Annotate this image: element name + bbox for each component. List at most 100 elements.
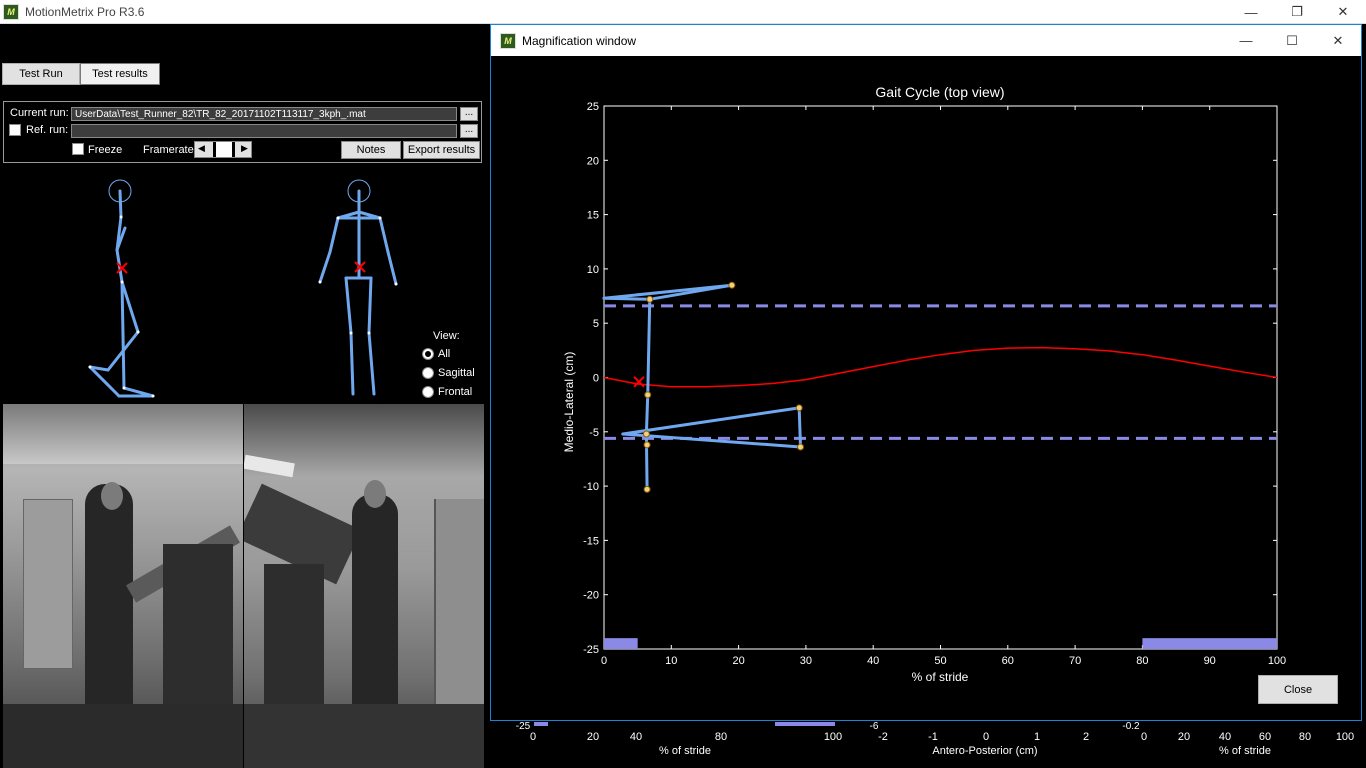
tick-label: -2 (878, 731, 888, 743)
restore-button[interactable]: ❐ (1291, 4, 1303, 19)
minimize-button[interactable]: — (1244, 4, 1258, 20)
middle-chart-xlabel: Antero-Posterior (cm) (932, 745, 1038, 757)
tick-label: 20 (1177, 731, 1191, 743)
current-run-field[interactable]: UserData\Test_Runner_82\TR_82_20171102T1… (71, 107, 457, 121)
skeleton-segment (797, 406, 803, 449)
browse-current-run-button[interactable]: ... (460, 107, 478, 121)
center-of-mass-marker (116, 261, 366, 274)
stance-bar (1142, 638, 1277, 649)
y-tick-label: -10 (583, 481, 599, 493)
y-tick-label: 20 (587, 155, 599, 167)
freeze-checkbox[interactable] (72, 143, 84, 155)
tick-label: 20 (586, 731, 600, 743)
skeleton-joint (797, 443, 805, 451)
y-tick-label: -25 (583, 644, 599, 656)
notes-button[interactable]: Notes (341, 141, 401, 159)
skeleton-joint (646, 295, 654, 303)
camera-view-sagittal (3, 404, 243, 768)
tick-label: 0 (982, 731, 990, 743)
x-tick-label: 40 (867, 655, 879, 667)
tick-label: 60 (1258, 731, 1272, 743)
minimize-button[interactable]: — (1239, 33, 1253, 48)
x-tick-label: 0 (601, 655, 607, 667)
x-tick-label: 10 (665, 655, 677, 667)
center-of-mass-trajectory (603, 346, 1278, 388)
view-radio-sagittal[interactable] (422, 367, 434, 379)
slider-left-arrow-icon[interactable]: ◀ (198, 143, 205, 153)
close-button[interactable]: ✕ (1337, 4, 1349, 19)
chart-title: Gait Cycle (top view) (875, 84, 1004, 100)
skeleton-joint (644, 391, 652, 399)
skeleton-joint (642, 430, 650, 438)
tab-test-results[interactable]: Test results (80, 63, 160, 85)
skeleton-joint (643, 441, 651, 449)
right-chart-y-fragment: -0.2 (1122, 721, 1140, 732)
x-tick-label: 30 (800, 655, 812, 667)
skeleton-segment (646, 297, 652, 397)
tick-label: 40 (629, 731, 643, 743)
view-option-all: All (438, 348, 451, 360)
y-tick-label: 25 (587, 101, 599, 113)
tick-label: 2 (1082, 731, 1090, 743)
close-magnification-button[interactable]: Close (1258, 675, 1338, 704)
left-chart-xlabel: % of stride (659, 745, 711, 757)
x-tick-label: 100 (1268, 655, 1286, 667)
middle-chart-y-fragment: -6 (869, 721, 879, 732)
framerate-label: Framerate (143, 144, 194, 156)
tick-label: 0 (1140, 731, 1148, 743)
slider-thumb[interactable] (213, 142, 235, 157)
tick-label: 0 (529, 731, 537, 743)
close-button[interactable]: ✕ (1332, 32, 1344, 48)
view-option-frontal: Frontal (438, 386, 473, 398)
y-tick-label: -20 (583, 590, 599, 602)
ref-run-checkbox[interactable] (9, 124, 21, 136)
skeleton-segment (621, 406, 801, 436)
current-position-marker (633, 376, 645, 388)
skeleton-segment (602, 283, 734, 300)
ref-run-label: Ref. run: (26, 124, 69, 136)
x-tick-label: 60 (1002, 655, 1014, 667)
view-label: View: (433, 330, 460, 342)
framerate-slider[interactable]: ◀ ▶ (194, 141, 252, 158)
skeleton-figures (88, 179, 398, 398)
x-axis-label: % of stride (912, 670, 969, 684)
frontal-skeleton (318, 179, 398, 396)
y-tick-label: -15 (583, 535, 599, 547)
tick-label: 40 (1218, 731, 1232, 743)
person-silhouette (85, 484, 133, 714)
x-tick-label: 70 (1069, 655, 1081, 667)
tick-label: -1 (928, 731, 938, 743)
current-run-label: Current run: (10, 107, 69, 119)
view-option-sagittal: Sagittal (438, 367, 475, 379)
skeleton-joint (795, 404, 803, 412)
y-tick-label: 5 (593, 318, 599, 330)
view-radio-frontal[interactable] (422, 386, 434, 398)
tick-label: 80 (1298, 731, 1312, 743)
skeleton-joint (728, 281, 736, 289)
sagittal-skeleton (88, 179, 155, 398)
maximize-button[interactable]: ☐ (1286, 32, 1298, 48)
view-radio-all[interactable] (422, 348, 434, 360)
tick-label: 100 (1335, 731, 1355, 743)
export-results-button[interactable]: Export results (403, 141, 480, 159)
browse-ref-run-button[interactable]: ... (460, 124, 478, 138)
x-tick-label: 90 (1204, 655, 1216, 667)
y-tick-label: 10 (587, 264, 599, 276)
slider-right-arrow-icon[interactable]: ▶ (241, 143, 248, 153)
y-tick-label: 15 (587, 210, 599, 222)
person-silhouette (352, 494, 398, 734)
app-logo-icon: M (3, 3, 19, 20)
tab-test-run[interactable]: Test Run (2, 63, 80, 85)
background-charts-strip: -25 0 20 40 80 100 % of stride -6 -2 -1 … (490, 721, 1366, 768)
skeleton-segment (621, 432, 803, 449)
run-panel: Current run: UserData\Test_Runner_82\TR_… (3, 101, 482, 163)
magnification-window: M Magnification window — ☐ ✕ Gait Cycle … (490, 24, 1362, 721)
skeleton-joint (643, 485, 651, 493)
tick-label: 80 (714, 731, 728, 743)
app-logo-icon: M (500, 32, 516, 49)
magnification-title: Magnification window (522, 33, 637, 48)
y-axis-label: Medio-Lateral (cm) (562, 352, 576, 453)
right-chart-xlabel: % of stride (1219, 745, 1271, 757)
main-titlebar: M MotionMetrix Pro R3.6 — ❐ ✕ (0, 0, 1366, 24)
ref-run-field[interactable] (71, 124, 457, 138)
